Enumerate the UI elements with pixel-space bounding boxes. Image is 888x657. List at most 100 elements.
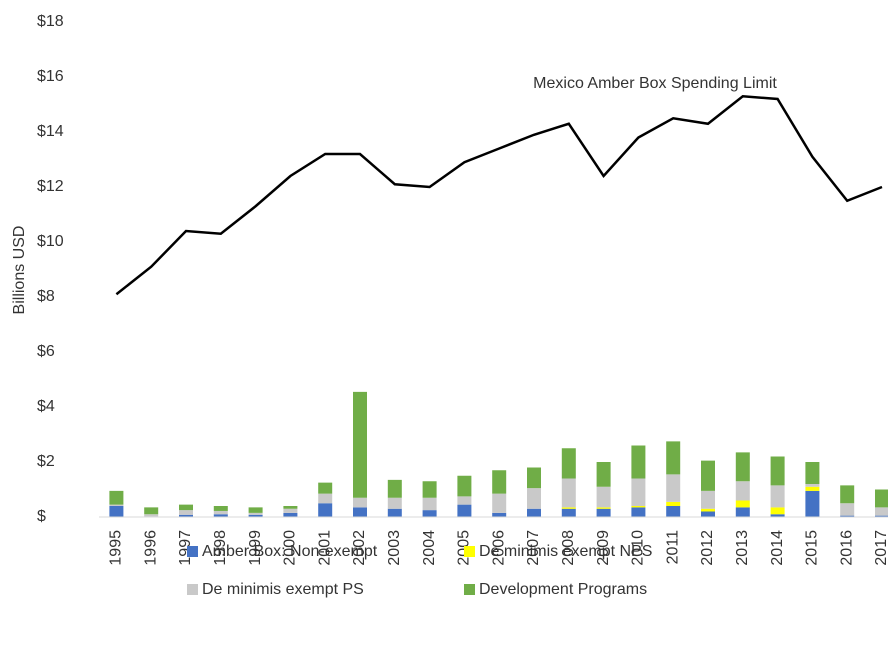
- bar-segment: [875, 515, 888, 517]
- y-tick-label: $8: [37, 288, 55, 305]
- bar-segment: [353, 497, 367, 508]
- bar-segment: [805, 490, 820, 517]
- legend-swatch: [187, 546, 198, 557]
- bar-segment: [561, 478, 576, 508]
- bar-segment: [805, 484, 820, 487]
- legend-label: Development Programs: [479, 581, 647, 598]
- y-tick-label: $10: [37, 233, 64, 250]
- bar-segment: [631, 478, 646, 506]
- bar-segment: [422, 497, 437, 511]
- bar-segment: [735, 507, 750, 517]
- bar-segment: [527, 467, 541, 489]
- bar-segment: [109, 506, 124, 517]
- bar-segment: [840, 485, 855, 504]
- legend-label: Amber Box: Non-exempt: [202, 543, 378, 560]
- bar-segment: [875, 507, 888, 516]
- bar-segment: [248, 514, 263, 517]
- x-tick-label: 1996: [142, 530, 159, 566]
- bar-segment: [109, 504, 124, 506]
- bar-segment: [213, 506, 228, 511]
- y-tick-label: $16: [37, 68, 64, 85]
- bar-segment: [318, 493, 333, 504]
- bar-segment: [283, 506, 298, 509]
- bar-segment: [770, 507, 785, 515]
- bar-segment: [387, 508, 402, 517]
- x-tick-label: 2001: [316, 530, 333, 566]
- x-tick-label: 2000: [282, 530, 299, 566]
- bar-segment: [735, 481, 750, 501]
- x-tick-label: 2013: [734, 530, 751, 566]
- bar-segment: [596, 508, 611, 517]
- x-tick-label: 2003: [386, 530, 403, 566]
- bar-segment: [735, 500, 750, 508]
- bar-segment: [666, 501, 681, 506]
- x-tick-label: 2014: [769, 530, 786, 566]
- x-tick-label: 2016: [838, 530, 855, 566]
- bar-segment: [561, 507, 576, 509]
- bar-segment: [248, 512, 263, 515]
- x-tick-label: 2006: [490, 530, 507, 566]
- bar-segment: [283, 508, 298, 513]
- bar-segment: [422, 481, 437, 498]
- x-tick-label: 2004: [421, 530, 438, 566]
- y-tick-label: $2: [37, 453, 55, 470]
- legend-label: De minimis exempt NPS: [479, 543, 652, 560]
- x-tick-label: 2012: [699, 530, 716, 566]
- bar-segment: [631, 506, 646, 508]
- bar-segment: [527, 488, 541, 509]
- bar-segment: [422, 510, 437, 517]
- bar-segment: [701, 460, 715, 491]
- x-tick-label: 2015: [804, 530, 821, 566]
- legend-swatch: [187, 584, 198, 595]
- x-tick-label: 2002: [351, 530, 368, 566]
- bar-segment: [179, 510, 193, 515]
- bar-segment: [875, 489, 888, 508]
- bar-segment: [666, 441, 681, 475]
- bar-segment: [387, 479, 402, 498]
- bar-segment: [492, 493, 507, 513]
- bar-segment: [179, 504, 193, 511]
- x-tick-label: 1998: [212, 530, 229, 566]
- x-tick-label: 2011: [664, 530, 681, 565]
- bar-segment: [770, 456, 785, 486]
- bar-segment: [805, 486, 820, 491]
- legend-swatch: [464, 546, 475, 557]
- bar-segment: [109, 490, 124, 505]
- x-tick-label: 2009: [595, 530, 612, 566]
- limit-line: [115, 94, 883, 296]
- bar-segment: [631, 507, 646, 517]
- bar-segment: [144, 507, 159, 515]
- x-tick-label: 1999: [247, 530, 264, 566]
- y-axis-label: Billions USD: [11, 226, 28, 315]
- y-tick-label: $6: [37, 343, 55, 360]
- y-tick-label: $14: [37, 123, 64, 140]
- bar-segment: [770, 485, 785, 508]
- bar-segment: [596, 462, 611, 487]
- bar-segment: [805, 462, 820, 484]
- bar-segment: [561, 508, 576, 517]
- y-tick-label: $: [37, 508, 46, 525]
- bar-segment: [213, 514, 228, 517]
- legend-label: De minimis exempt PS: [202, 581, 364, 598]
- bar-segment: [318, 503, 333, 517]
- bar-segment: [735, 452, 750, 482]
- bar-segment: [561, 448, 576, 479]
- bar-segment: [457, 504, 472, 517]
- bar-segment: [387, 497, 402, 509]
- x-tick-label: 2017: [873, 530, 888, 566]
- bar-segment: [492, 512, 507, 517]
- bar-segment: [666, 506, 681, 517]
- x-tick-label: 2008: [560, 530, 577, 566]
- legend-swatch: [464, 584, 475, 595]
- y-tick-label: $12: [37, 178, 64, 195]
- x-tick-label: 1995: [108, 530, 125, 566]
- bar-segment: [527, 508, 541, 517]
- x-tick-label: 2010: [630, 530, 647, 566]
- annotation: Mexico Amber Box Spending Limit: [533, 75, 777, 92]
- y-tick-label: $4: [37, 398, 55, 415]
- bar-segment: [840, 515, 855, 517]
- bar-segment: [248, 507, 263, 513]
- bar-segment: [492, 470, 507, 494]
- bar-segment: [318, 482, 333, 494]
